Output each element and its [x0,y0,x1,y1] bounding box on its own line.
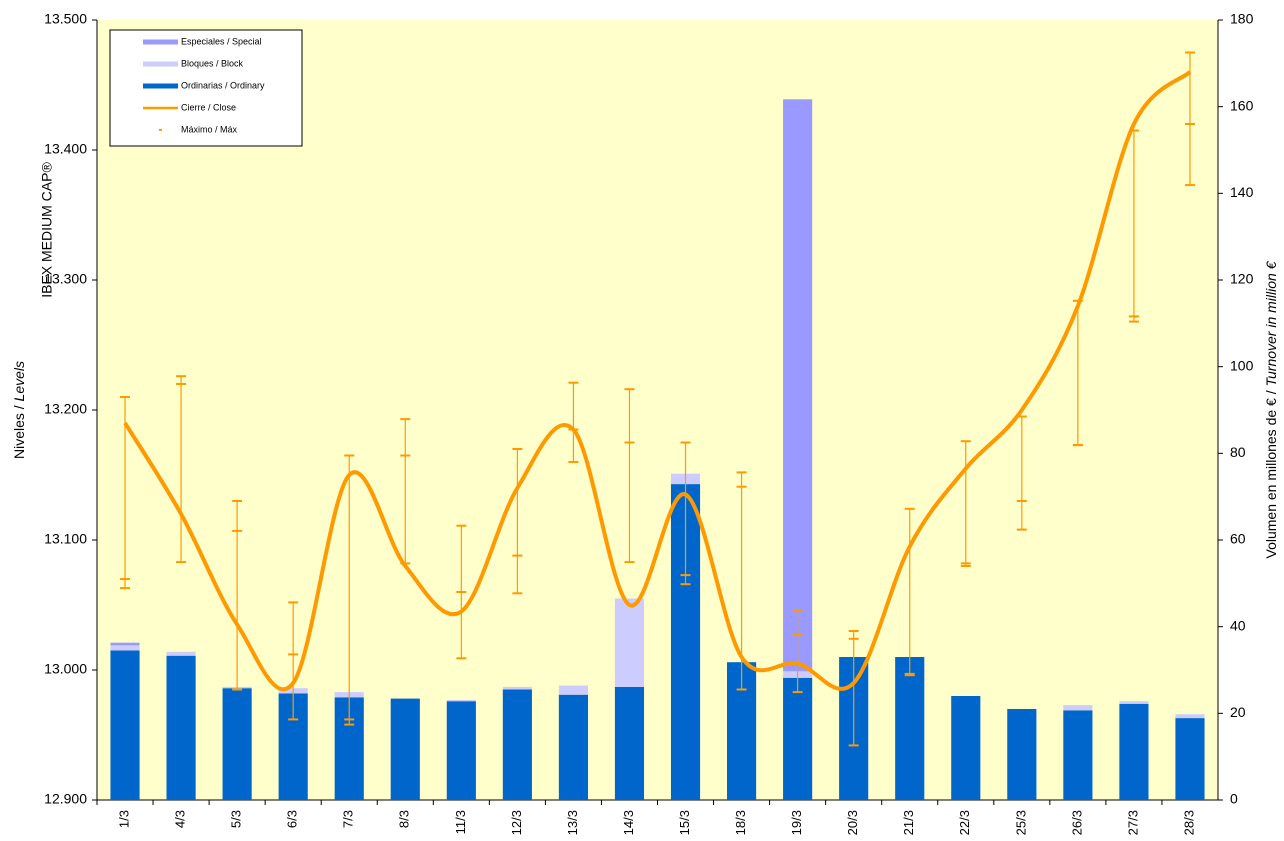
y2-tick-label: 80 [1230,444,1246,460]
bar [222,688,252,800]
bar [783,677,813,800]
y2-tick-label: 140 [1230,184,1254,200]
bar [1119,703,1149,800]
bar [446,699,476,702]
x-tick-label: 26/3 [1069,810,1084,835]
bar [895,657,925,800]
x-tick-label: 4/3 [173,810,188,828]
y2-label-part: Turnover in million € [1263,260,1279,386]
y2-label-part: Volumen en millones de € / [1263,387,1279,559]
legend-label: Bloques / Block [181,58,244,68]
legend-swatch [143,39,178,45]
bar [1007,709,1037,800]
y-tick-label: 13.300 [44,271,87,287]
bar [390,698,420,800]
bar [1063,705,1093,711]
x-tick-label: 6/3 [285,810,300,828]
bar [166,651,196,656]
bar [1119,701,1149,704]
x-tick-label: 19/3 [789,810,804,835]
legend: Especiales / Special Bloques / Block Ordin… [109,29,303,147]
y2-tick-label: 160 [1230,97,1254,113]
y-label-part: Niveles / [11,401,27,459]
plot-area [97,20,1218,800]
x-tick-label: 5/3 [229,810,244,828]
bar [558,685,588,695]
y-tick-label: 13.000 [44,661,87,677]
y-tick-label: 13.400 [44,141,87,157]
bar [110,645,140,651]
bar [110,642,140,646]
y-tick-label: 12.900 [44,791,87,807]
x-tick-label: 14/3 [621,810,636,835]
bar [783,99,813,672]
y2-tick-label: 180 [1230,11,1254,27]
bar [1175,718,1205,800]
y-axis-title: IBEX MEDIUM CAP® [39,162,55,298]
x-tick-label: 22/3 [957,810,972,835]
x-tick-label: 7/3 [341,810,356,828]
y-tick-label: 13.500 [44,11,87,27]
y-tick-label: 13.200 [44,401,87,417]
x-tick-label: 8/3 [397,810,412,828]
x-tick-label: 18/3 [733,810,748,835]
bar [614,598,645,687]
x-tick-label: 15/3 [677,810,692,835]
bar [1063,710,1093,800]
bar [614,686,645,800]
legend-label: Especiales / Special [181,36,262,46]
x-tick-label: 1/3 [116,810,131,828]
x-tick-label: 27/3 [1125,810,1140,835]
x-tick-label: 20/3 [845,810,860,835]
y-tick-label: 13.100 [44,531,87,547]
bar [502,686,532,690]
y2-tick-label: 100 [1230,357,1254,373]
bar [951,696,981,800]
y2-axis-label: Volumen en millones de € / Turnover in m… [1263,260,1279,558]
y-label-part: Levels [11,361,27,401]
bar [446,701,476,800]
bar [166,655,196,800]
x-tick-label: 12/3 [509,810,524,835]
bar [502,689,532,800]
x-tick-label: 21/3 [901,810,916,835]
x-tick-label: 13/3 [565,810,580,835]
y2-tick-label: 120 [1230,271,1254,287]
y2-tick-label: 20 [1230,704,1246,720]
bar [558,694,588,800]
legend-label: Máximo / Máx [181,124,238,134]
x-tick-label: 11/3 [453,810,468,834]
legend-label: Ordinarias / Ordinary [181,80,265,90]
legend-label: Cierre / Close [181,102,236,112]
x-tick-label: 28/3 [1181,810,1196,835]
close-line [123,70,1192,692]
y-axis-label: Niveles / Levels [11,361,27,459]
y2-tick-label: 40 [1230,617,1246,633]
y2-tick-label: 60 [1230,531,1246,547]
y2-tick-label: 0 [1230,791,1238,807]
legend-swatch [143,83,178,89]
legend-swatch [143,61,178,67]
legend-box [109,29,303,147]
bar [1175,714,1205,719]
bar [110,650,140,800]
x-tick-label: 25/3 [1013,810,1028,835]
